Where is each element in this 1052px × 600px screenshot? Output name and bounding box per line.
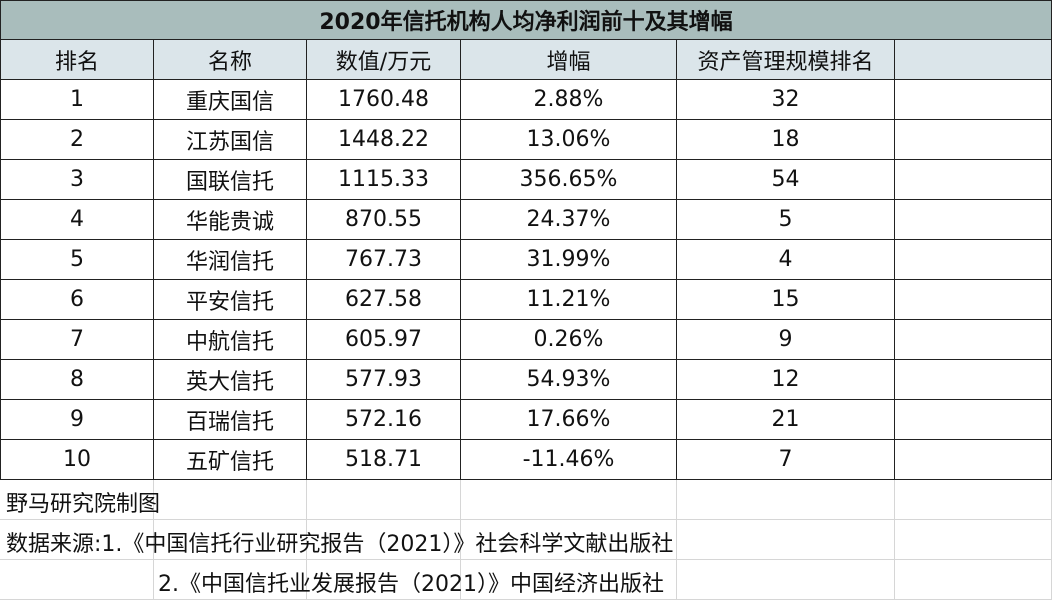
- cell-growth[interactable]: 31.99%: [461, 240, 677, 280]
- cell-rank[interactable]: 2: [0, 120, 154, 160]
- cell-value[interactable]: 605.97: [307, 320, 461, 360]
- footer-cell[interactable]: [461, 520, 677, 560]
- cell-aum-rank[interactable]: 18: [677, 120, 895, 160]
- footer-cell[interactable]: [307, 520, 461, 560]
- cell-aum-rank[interactable]: 15: [677, 280, 895, 320]
- footer-cell[interactable]: [154, 480, 307, 520]
- cell-rank[interactable]: 9: [0, 400, 154, 440]
- cell-name[interactable]: 重庆国信: [154, 80, 307, 120]
- cell-growth[interactable]: 0.26%: [461, 320, 677, 360]
- cell-empty[interactable]: [895, 360, 1052, 400]
- cell-rank[interactable]: 1: [0, 80, 154, 120]
- footer-cell[interactable]: [895, 480, 1052, 520]
- cell-empty[interactable]: [895, 320, 1052, 360]
- cell-empty[interactable]: [895, 80, 1052, 120]
- header-cell-empty[interactable]: [895, 40, 1052, 80]
- cell-rank[interactable]: 7: [0, 320, 154, 360]
- cell-name[interactable]: 江苏国信: [154, 120, 307, 160]
- cell-rank[interactable]: 4: [0, 200, 154, 240]
- table-row: 10 五矿信托 518.71 -11.46% 7: [0, 440, 1052, 480]
- cell-name[interactable]: 平安信托: [154, 280, 307, 320]
- cell-name[interactable]: 华能贵诚: [154, 200, 307, 240]
- cell-aum-rank[interactable]: 7: [677, 440, 895, 480]
- table-row: 2 江苏国信 1448.22 13.06% 18: [0, 120, 1052, 160]
- cell-aum-rank[interactable]: 5: [677, 200, 895, 240]
- table-row: 6 平安信托 627.58 11.21% 15: [0, 280, 1052, 320]
- footer-cell[interactable]: [0, 560, 154, 600]
- table-title[interactable]: 2020年信托机构人均净利润前十及其增幅: [0, 0, 1052, 40]
- cell-empty[interactable]: [895, 120, 1052, 160]
- cell-empty[interactable]: [895, 440, 1052, 480]
- table-row: 9 百瑞信托 572.16 17.66% 21: [0, 400, 1052, 440]
- header-row: 排名 名称 数值/万元 增幅 资产管理规模排名: [0, 40, 1052, 80]
- title-row: 2020年信托机构人均净利润前十及其增幅: [0, 0, 1052, 40]
- cell-rank[interactable]: 3: [0, 160, 154, 200]
- table-row: 4 华能贵诚 870.55 24.37% 5: [0, 200, 1052, 240]
- header-cell-rank[interactable]: 排名: [0, 40, 154, 80]
- cell-name[interactable]: 中航信托: [154, 320, 307, 360]
- cell-empty[interactable]: [895, 240, 1052, 280]
- cell-growth[interactable]: 2.88%: [461, 80, 677, 120]
- cell-aum-rank[interactable]: 32: [677, 80, 895, 120]
- cell-aum-rank[interactable]: 12: [677, 360, 895, 400]
- header-cell-growth[interactable]: 增幅: [461, 40, 677, 80]
- table-row: 5 华润信托 767.73 31.99% 4: [0, 240, 1052, 280]
- footer-cell[interactable]: [677, 480, 895, 520]
- cell-growth[interactable]: -11.46%: [461, 440, 677, 480]
- cell-growth[interactable]: 13.06%: [461, 120, 677, 160]
- cell-rank[interactable]: 5: [0, 240, 154, 280]
- cell-growth[interactable]: 11.21%: [461, 280, 677, 320]
- cell-growth[interactable]: 356.65%: [461, 160, 677, 200]
- header-cell-name[interactable]: 名称: [154, 40, 307, 80]
- table-row: 1 重庆国信 1760.48 2.88% 32: [0, 80, 1052, 120]
- cell-value[interactable]: 1115.33: [307, 160, 461, 200]
- data-source-line-1: 数据来源:1.《中国信托行业研究报告（2021）》社会科学文献出版社: [6, 532, 674, 557]
- footer-cell[interactable]: [461, 480, 677, 520]
- cell-aum-rank[interactable]: 54: [677, 160, 895, 200]
- header-cell-value[interactable]: 数值/万元: [307, 40, 461, 80]
- table-row: 3 国联信托 1115.33 356.65% 54: [0, 160, 1052, 200]
- cell-growth[interactable]: 24.37%: [461, 200, 677, 240]
- cell-name[interactable]: 华润信托: [154, 240, 307, 280]
- footer-cell[interactable]: [895, 560, 1052, 600]
- cell-rank[interactable]: 10: [0, 440, 154, 480]
- footer-row-2: [0, 520, 1052, 560]
- cell-empty[interactable]: [895, 400, 1052, 440]
- cell-value[interactable]: 1448.22: [307, 120, 461, 160]
- cell-value[interactable]: 577.93: [307, 360, 461, 400]
- data-source-line-2: 2.《中国信托业发展报告（2021）》中国经济出版社: [158, 572, 664, 597]
- cell-name[interactable]: 国联信托: [154, 160, 307, 200]
- chart-credit: 野马研究院制图: [6, 492, 161, 517]
- footer-cell[interactable]: [154, 520, 307, 560]
- cell-value[interactable]: 627.58: [307, 280, 461, 320]
- table-row: 7 中航信托 605.97 0.26% 9: [0, 320, 1052, 360]
- cell-growth[interactable]: 54.93%: [461, 360, 677, 400]
- cell-empty[interactable]: [895, 200, 1052, 240]
- cell-aum-rank[interactable]: 9: [677, 320, 895, 360]
- cell-name[interactable]: 英大信托: [154, 360, 307, 400]
- cell-aum-rank[interactable]: 21: [677, 400, 895, 440]
- cell-value[interactable]: 1760.48: [307, 80, 461, 120]
- cell-value[interactable]: 518.71: [307, 440, 461, 480]
- cell-value[interactable]: 870.55: [307, 200, 461, 240]
- cell-name[interactable]: 五矿信托: [154, 440, 307, 480]
- cell-value[interactable]: 767.73: [307, 240, 461, 280]
- table-row: 8 英大信托 577.93 54.93% 12: [0, 360, 1052, 400]
- cell-growth[interactable]: 17.66%: [461, 400, 677, 440]
- footer-cell[interactable]: [677, 560, 895, 600]
- cell-aum-rank[interactable]: 4: [677, 240, 895, 280]
- footer-cell[interactable]: [895, 520, 1052, 560]
- footer-cell[interactable]: [0, 520, 154, 560]
- cell-empty[interactable]: [895, 160, 1052, 200]
- footer-cell[interactable]: [677, 520, 895, 560]
- cell-empty[interactable]: [895, 280, 1052, 320]
- footer-cell[interactable]: [307, 480, 461, 520]
- cell-rank[interactable]: 6: [0, 280, 154, 320]
- header-cell-aum-rank[interactable]: 资产管理规模排名: [677, 40, 895, 80]
- cell-value[interactable]: 572.16: [307, 400, 461, 440]
- cell-rank[interactable]: 8: [0, 360, 154, 400]
- footer-cell[interactable]: [0, 480, 154, 520]
- cell-name[interactable]: 百瑞信托: [154, 400, 307, 440]
